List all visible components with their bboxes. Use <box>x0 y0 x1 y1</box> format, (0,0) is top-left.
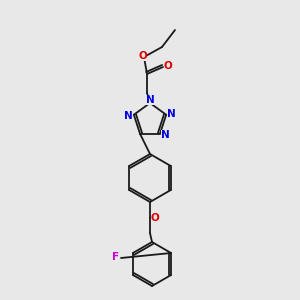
Text: O: O <box>164 61 172 71</box>
Text: O: O <box>151 213 159 223</box>
Text: F: F <box>112 252 120 262</box>
Text: N: N <box>160 130 169 140</box>
Text: O: O <box>139 51 147 61</box>
Text: N: N <box>167 109 176 119</box>
Text: N: N <box>146 95 154 105</box>
Text: N: N <box>124 111 133 121</box>
